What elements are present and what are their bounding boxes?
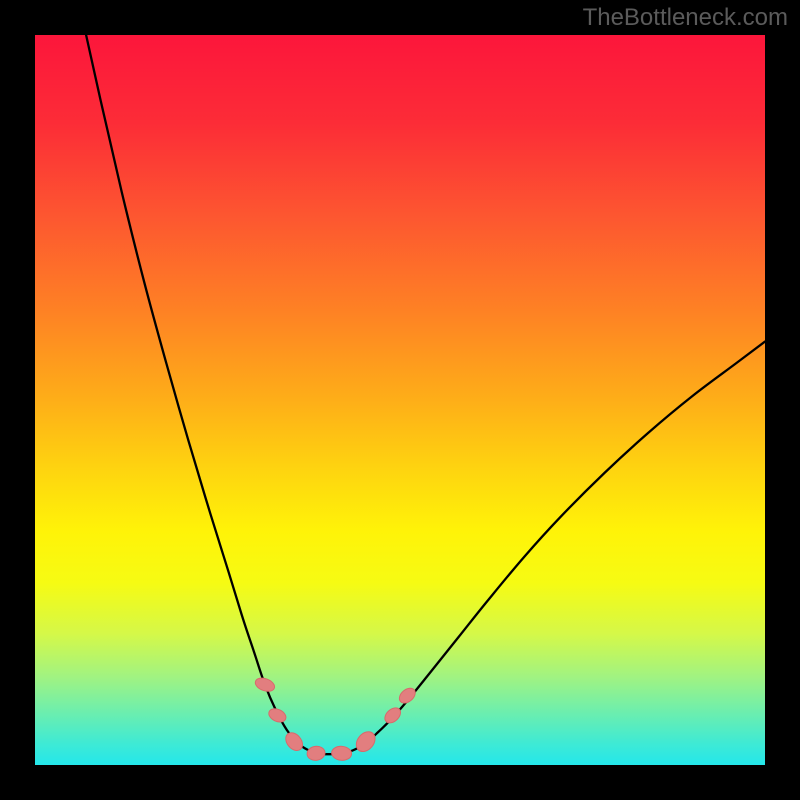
chart-frame: TheBottleneck.com [0, 0, 800, 800]
plot-area [35, 35, 765, 765]
watermark-text: TheBottleneck.com [583, 4, 788, 32]
plot-svg [35, 35, 765, 765]
gradient-background [35, 35, 765, 765]
